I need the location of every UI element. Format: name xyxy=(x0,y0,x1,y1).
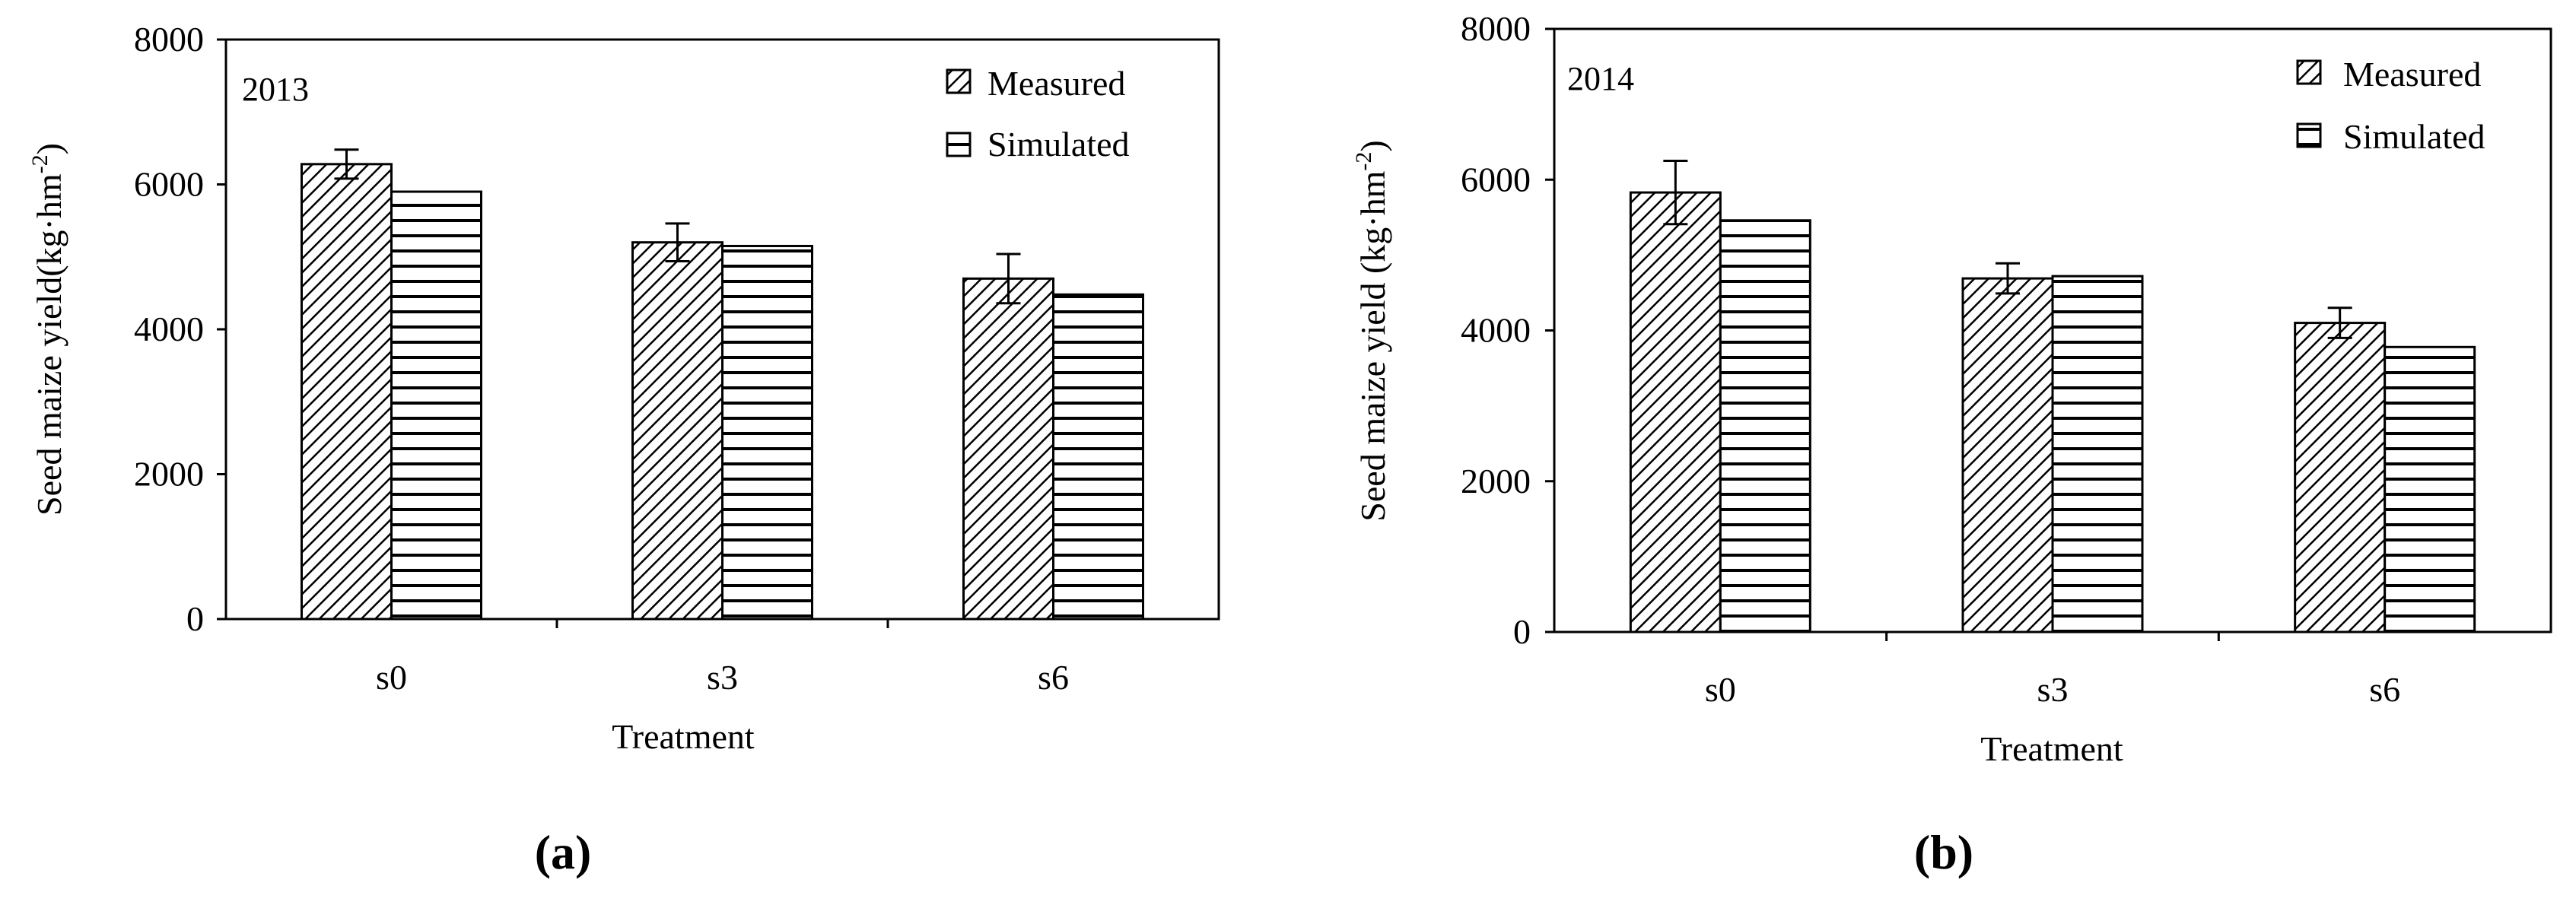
x-tick-label-s3: s3 xyxy=(707,658,738,697)
legend-swatch-measured xyxy=(946,68,972,94)
y-axis-label-main: Seed maize yield (kg·hm xyxy=(1353,170,1392,521)
bar-simulated-s3 xyxy=(2051,275,2144,634)
legend: Measured Simulated xyxy=(2296,55,2485,156)
x-axis-label: Treatment xyxy=(612,717,755,756)
x-axis-label: Treatment xyxy=(1980,729,2123,768)
bar-simulated-s6 xyxy=(1052,293,1144,621)
y-axis-label-sup: -2 xyxy=(1351,152,1376,171)
panel-label: (b) xyxy=(1914,825,1973,879)
x-tick-labels: s0 s3 s6 xyxy=(1705,670,2400,709)
bar-simulated-s0 xyxy=(1719,219,1811,634)
bar-measured-s0 xyxy=(301,163,393,621)
y-axis-label-main: Seed maize yield(kg·hm xyxy=(30,173,68,516)
bar-simulated-s0 xyxy=(390,190,482,621)
bar-measured-s3 xyxy=(631,241,724,621)
y-ticks: 0 2000 4000 6000 8000 xyxy=(134,20,226,638)
y-ticks: 0 2000 4000 6000 8000 xyxy=(1461,9,1554,651)
bar-measured-s3 xyxy=(1961,277,2054,634)
y-axis-label: Seed maize yield (kg·hm-2) xyxy=(1351,140,1392,521)
panel-label: (a) xyxy=(535,825,592,879)
y-axis-label-close: ) xyxy=(1353,140,1392,151)
y-tick-label: 2000 xyxy=(134,455,204,494)
y-tick-label: 4000 xyxy=(1461,311,1531,350)
legend-swatch-simulated xyxy=(946,132,972,157)
y-tick-label: 6000 xyxy=(1461,160,1531,198)
chart-panel-2014: 2014 Seed maize yield (kg·hm-2) 0 2000 400… xyxy=(1351,9,2552,879)
y-tick-label: 8000 xyxy=(134,20,204,59)
error-bars xyxy=(334,148,1021,305)
legend-label-simulated: Simulated xyxy=(987,125,1130,164)
legend-label-measured: Measured xyxy=(987,64,1125,103)
y-axis-label-sup: -2 xyxy=(27,154,52,173)
bar-measured-s0 xyxy=(1629,191,1722,634)
legend-label-measured: Measured xyxy=(2343,55,2481,94)
x-tick-label-s6: s6 xyxy=(1038,658,1069,697)
y-tick-label: 0 xyxy=(1513,612,1531,651)
x-tick-label-s0: s0 xyxy=(376,658,407,697)
bar-simulated-s3 xyxy=(721,244,813,621)
x-tick-label-s6: s6 xyxy=(2369,670,2400,709)
y-tick-label: 4000 xyxy=(134,310,204,348)
x-ticks xyxy=(555,619,889,628)
year-label: 2014 xyxy=(1567,60,1634,97)
bar-simulated-s6 xyxy=(2384,345,2476,634)
error-bars xyxy=(1663,159,2352,339)
bar-measured-s6 xyxy=(962,277,1054,621)
legend-swatch-measured xyxy=(2296,59,2322,85)
bars xyxy=(301,163,1144,621)
year-label: 2013 xyxy=(242,71,309,108)
chart-panel-2013: 2013 Seed maize yield(kg·hm-2) 0 2000 4000… xyxy=(27,20,1220,879)
y-tick-label: 2000 xyxy=(1461,462,1531,500)
legend-swatch-simulated xyxy=(2296,122,2322,148)
y-tick-label: 8000 xyxy=(1461,9,1531,48)
legend-label-simulated: Simulated xyxy=(2343,117,2485,156)
y-axis-label: Seed maize yield(kg·hm-2) xyxy=(27,143,68,516)
y-tick-label: 6000 xyxy=(134,165,204,204)
x-tick-label-s0: s0 xyxy=(1705,670,1736,709)
y-tick-label: 0 xyxy=(186,599,204,638)
legend: Measured Simulated xyxy=(946,64,1130,164)
y-axis-label-close: ) xyxy=(30,143,68,154)
x-tick-labels: s0 s3 s6 xyxy=(376,658,1069,697)
bars xyxy=(1629,191,2476,634)
bar-measured-s6 xyxy=(2294,322,2387,634)
x-ticks xyxy=(1885,632,2220,641)
x-tick-label-s3: s3 xyxy=(2037,670,2069,709)
